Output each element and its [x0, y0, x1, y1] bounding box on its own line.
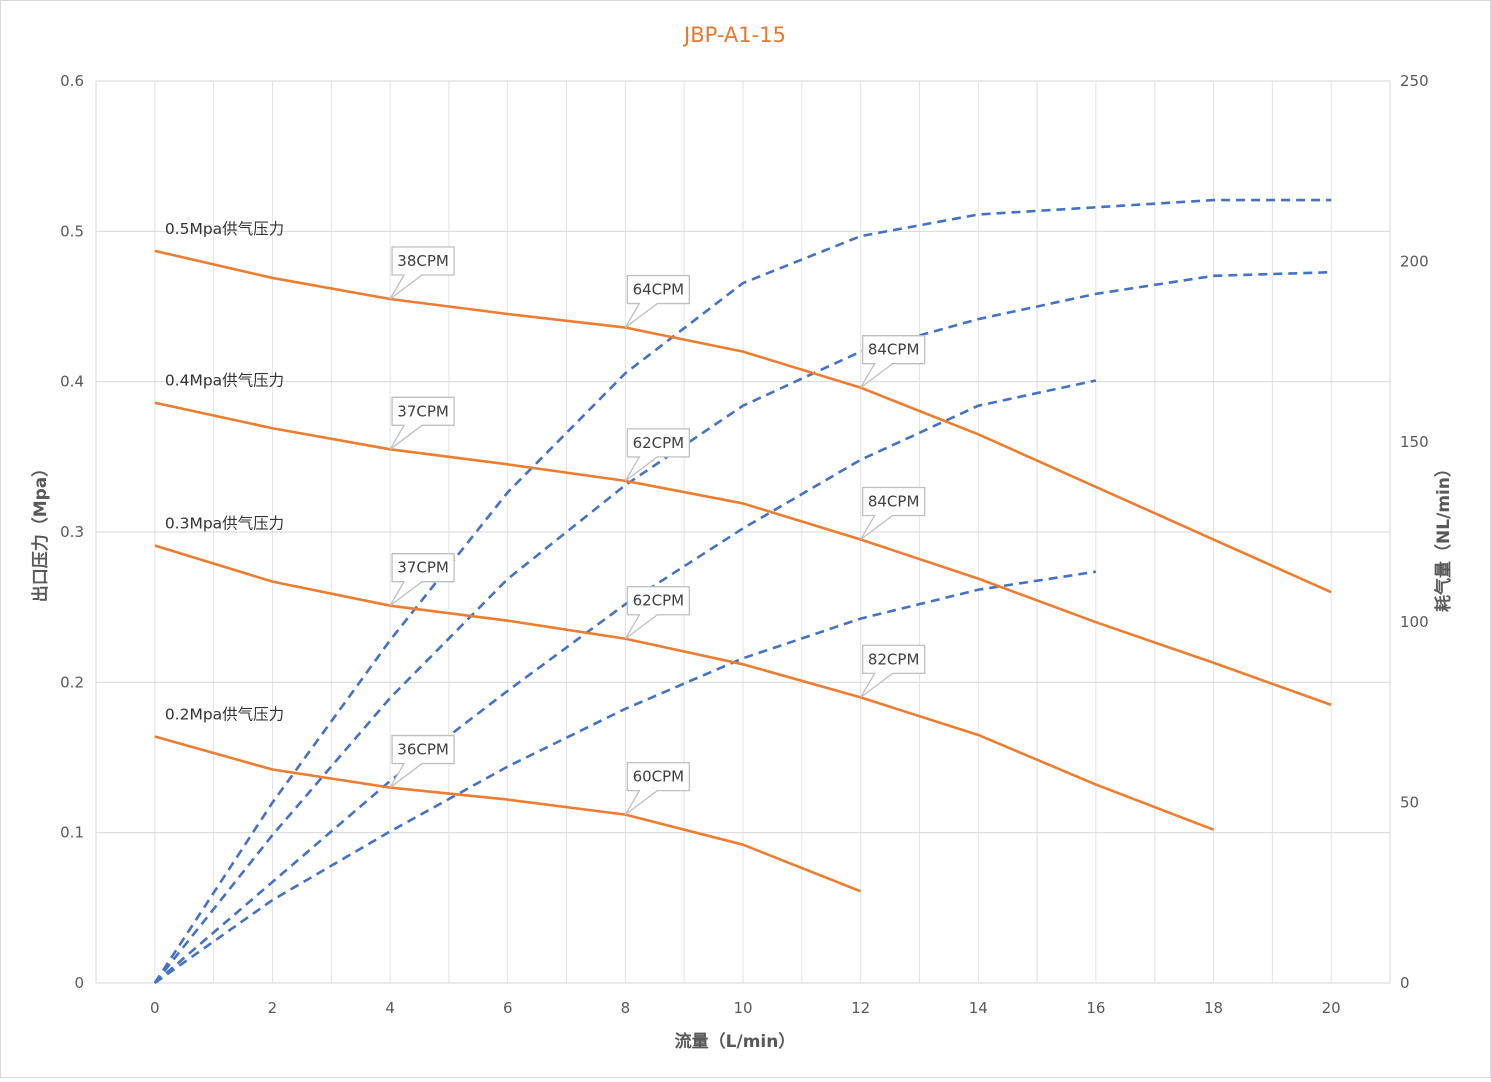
- x-tick-label: 14: [969, 999, 988, 1017]
- x-tick-label: 16: [1086, 999, 1105, 1017]
- y-left-tick-label: 0.6: [60, 72, 84, 90]
- cpm-callout: 64CPM: [624, 274, 691, 329]
- cpm-callout: 38CPM: [389, 246, 455, 300]
- cpm-callout: 62CPM: [624, 428, 691, 482]
- y-right-tick-label: 50: [1400, 794, 1419, 812]
- x-tick-label: 18: [1204, 999, 1223, 1017]
- y-axis-left-label: 出口压力（Mpa）: [30, 460, 51, 603]
- callout-box: [860, 335, 926, 389]
- air-consumption-line-2: [153, 270, 1332, 984]
- callout-label: 64CPM: [633, 281, 685, 299]
- cpm-callout: 37CPM: [389, 553, 455, 607]
- callout-label: 37CPM: [397, 559, 449, 577]
- air-consumption-lines: [153, 198, 1332, 985]
- callout-box: [389, 396, 455, 450]
- callout-label: 84CPM: [868, 493, 920, 511]
- series-label-2: 0.4Mpa供气压力: [165, 372, 284, 390]
- cpm-callout: 84CPM: [860, 486, 926, 541]
- y-left-tick-label: 0.2: [60, 673, 84, 691]
- axes: 0 2 4 6 8 10 12 14 16 18 2000.10.20.30.40.50.60501…: [60, 72, 1429, 1017]
- x-axis-label: 流量（L/min）: [675, 1031, 796, 1052]
- y-left-tick-label: 0.4: [60, 373, 84, 391]
- pressure-line-3: [154, 544, 1215, 831]
- air-consumption-line-3: [153, 379, 1097, 984]
- callout-box: [389, 553, 455, 607]
- y-right-tick-label: 200: [1400, 252, 1429, 270]
- callout-box: [860, 486, 926, 541]
- y-left-tick-label: 0.3: [60, 523, 84, 541]
- y-right-tick-label: 0: [1400, 974, 1410, 992]
- callout-label: 36CPM: [397, 741, 449, 759]
- x-tick-label: 12: [851, 999, 870, 1017]
- callout-label: 82CPM: [868, 650, 920, 668]
- callout-label: 60CPM: [633, 768, 685, 786]
- series-label-3: 0.3Mpa供气压力: [165, 515, 284, 533]
- callout-box: [389, 246, 455, 300]
- callout-label: 84CPM: [868, 341, 920, 359]
- y-left-tick-label: 0.1: [60, 824, 84, 842]
- y-right-tick-label: 100: [1400, 613, 1429, 631]
- cpm-callout: 36CPM: [389, 734, 455, 789]
- cpm-callout: 37CPM: [389, 396, 455, 450]
- cpm-callout: 62CPM: [624, 586, 691, 640]
- x-tick-label: 2: [268, 999, 278, 1017]
- callout-label: 38CPM: [397, 252, 449, 270]
- callout-box: [624, 428, 691, 482]
- series-label-4: 0.2Mpa供气压力: [165, 705, 284, 723]
- callout-box: [624, 274, 691, 329]
- series-label-1: 0.5Mpa供气压力: [165, 220, 284, 238]
- callout-box: [624, 586, 691, 640]
- y-left-tick-label: 0: [74, 974, 84, 992]
- y-right-tick-label: 150: [1400, 433, 1429, 451]
- callout-label: 62CPM: [633, 434, 685, 452]
- cpm-callout: 84CPM: [860, 335, 926, 389]
- callout-label: 62CPM: [633, 592, 685, 610]
- cpm-callout: 60CPM: [624, 761, 691, 816]
- y-right-tick-label: 250: [1400, 72, 1429, 90]
- air-consumption-line-4: [154, 570, 1097, 985]
- pressure-line-4: [154, 735, 862, 893]
- callout-label: 37CPM: [397, 402, 449, 420]
- pressure-line-2: [154, 401, 1332, 707]
- x-tick-label: 8: [621, 999, 631, 1017]
- y-axis-right-label: 耗气量（NL/min）: [1433, 460, 1454, 612]
- x-tick-label: 4: [385, 999, 395, 1017]
- y-left-tick-label: 0.5: [60, 222, 84, 240]
- air-consumption-line-1: [153, 198, 1332, 984]
- callout-box: [860, 644, 926, 698]
- series-labels: 0.5Mpa供气压力 0.4Mpa供气压力 0.3Mpa供气压力 0.2Mpa供气压力: [165, 220, 284, 724]
- pressure-line-1: [154, 249, 1332, 594]
- callout-box: [389, 734, 455, 789]
- cpm-callouts: 38CPM 64CPM 84CPM 37CPM 62CPM 84CPM 37CPM 62CPM…: [389, 246, 926, 816]
- chart-title: JBP-A1-15: [682, 23, 786, 47]
- x-tick-label: 10: [733, 999, 752, 1017]
- x-tick-label: 20: [1322, 999, 1341, 1017]
- callout-box: [624, 761, 691, 816]
- x-tick-label: 0: [150, 999, 160, 1017]
- cpm-callout: 82CPM: [860, 644, 926, 698]
- outlet-pressure-lines: [154, 249, 1332, 893]
- x-tick-label: 6: [503, 999, 513, 1017]
